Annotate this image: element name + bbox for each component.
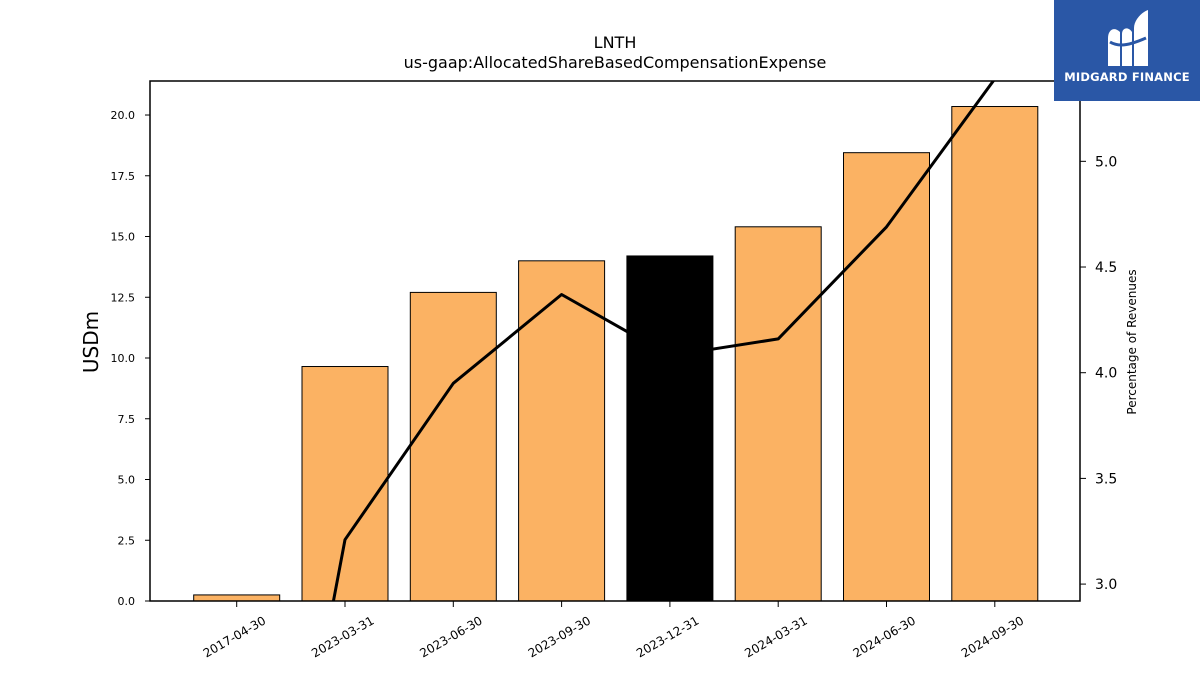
y2-tick-label: 3.5 bbox=[1095, 471, 1117, 487]
bar-2024-09-30 bbox=[951, 106, 1039, 602]
y-tick-label: 12.5 bbox=[111, 291, 136, 304]
midgard-logo-icon bbox=[1108, 10, 1148, 66]
y-tick-label: 2.5 bbox=[118, 534, 136, 547]
y-tick-label: 20.0 bbox=[111, 109, 136, 122]
x-tick-label: 2023-03-31 bbox=[309, 613, 376, 660]
bar-2024-03-31 bbox=[734, 226, 822, 602]
y-tick-label: 15.0 bbox=[111, 231, 136, 244]
y-tick-label: 5.0 bbox=[118, 474, 136, 487]
x-tick-label: 2023-12-31 bbox=[634, 613, 701, 660]
y2-tick-label: 4.0 bbox=[1095, 366, 1117, 382]
line-group bbox=[331, 81, 996, 601]
y-tick-label: 7.5 bbox=[118, 413, 136, 426]
x-tick-label: 2024-03-31 bbox=[742, 613, 809, 660]
chart-title: LNTH bbox=[594, 33, 637, 52]
x-tick-label: 2024-06-30 bbox=[851, 613, 918, 660]
y-axis-right: 3.0 3.5 4.0 4.5 5.0 bbox=[1080, 154, 1117, 593]
pct-revenue-line bbox=[331, 81, 996, 601]
bar-2023-12-31 bbox=[626, 255, 714, 602]
y2-tick-label: 5.0 bbox=[1095, 154, 1117, 170]
bar-2017-04-30 bbox=[193, 594, 281, 602]
logo-text: MIDGARD FINANCE bbox=[1064, 70, 1190, 84]
plot-frame bbox=[149, 80, 1081, 602]
y-tick-label: 17.5 bbox=[111, 170, 136, 183]
y-axis-label: USDm bbox=[79, 311, 103, 373]
bar-2023-06-30 bbox=[409, 291, 497, 602]
x-tick-label: 2017-04-30 bbox=[201, 613, 268, 660]
y2-axis-label: Percentage of Revenues bbox=[1125, 269, 1139, 414]
y-tick-label: 0.0 bbox=[118, 595, 136, 608]
y2-tick-label: 4.5 bbox=[1095, 260, 1117, 276]
y-axis-left: 0.0 2.5 5.0 7.5 10.0 12.5 15.0 17.5 20.0 bbox=[111, 109, 150, 608]
y2-tick-label: 3.0 bbox=[1095, 577, 1117, 593]
y-tick-label: 10.0 bbox=[111, 352, 136, 365]
bar-2023-03-31 bbox=[301, 366, 389, 602]
x-tick-label: 2023-06-30 bbox=[417, 613, 484, 660]
x-tick-label: 2023-09-30 bbox=[526, 613, 593, 660]
midgard-finance-logo: MIDGARD FINANCE bbox=[1054, 0, 1200, 101]
chart-subtitle: us-gaap:AllocatedShareBasedCompensationE… bbox=[404, 53, 827, 72]
bars-group bbox=[193, 106, 1039, 602]
x-tick-label: 2024-09-30 bbox=[959, 613, 1026, 660]
bar-2024-06-30 bbox=[843, 152, 930, 602]
x-axis: 2017-04-30 2023-03-31 2023-06-30 2023-09-30… bbox=[201, 601, 1026, 660]
